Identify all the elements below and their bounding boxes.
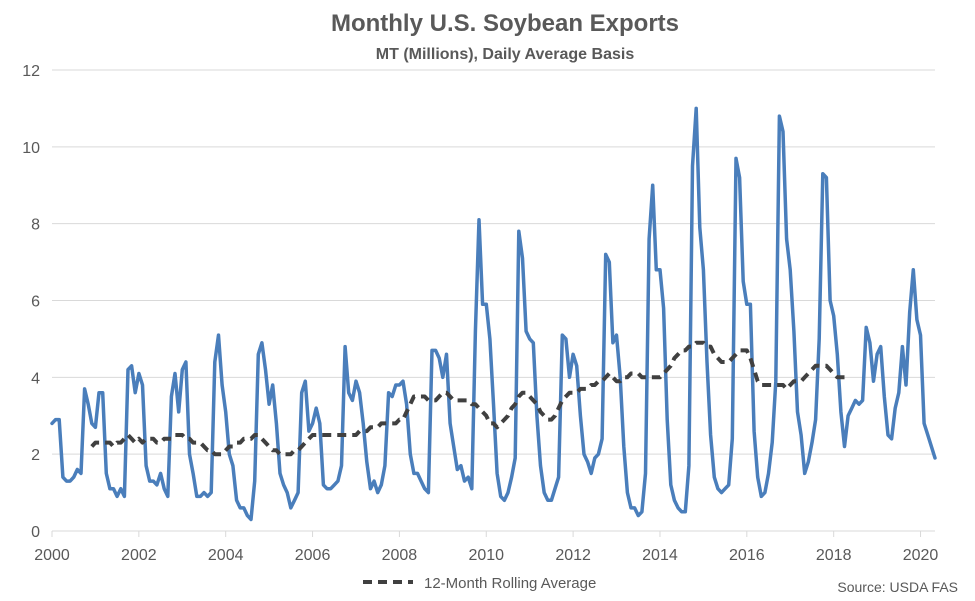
x-tick-label: 2016 [729, 547, 765, 564]
x-tick-label: 2006 [295, 547, 331, 564]
x-tick-label: 2000 [34, 547, 70, 564]
legend-rolling-average-label: 12-Month Rolling Average [424, 575, 596, 592]
series-line-rolling-average [90, 340, 845, 457]
x-tick-label: 2018 [816, 547, 852, 564]
x-tick-label: 2002 [121, 547, 157, 564]
chart-subtitle: MT (Millions), Daily Average Basis [376, 46, 635, 63]
chart-title: Monthly U.S. Soybean Exports [331, 10, 679, 37]
series-line-monthly-exports [50, 106, 937, 522]
source-note: Source: USDA FAS [837, 579, 958, 595]
x-tick-label: 2008 [382, 547, 418, 564]
legend: 12-Month Rolling Average [363, 575, 596, 592]
y-tick-label: 10 [22, 140, 40, 157]
y-tick-label: 4 [31, 370, 40, 387]
x-tick-label: 2012 [555, 547, 591, 564]
y-tick-label: 6 [31, 294, 40, 311]
x-tick-label: 2010 [468, 547, 504, 564]
y-tick-label: 2 [31, 447, 40, 464]
x-tick-label: 2004 [208, 547, 244, 564]
x-tick-label: 2014 [642, 547, 678, 564]
y-tick-label: 12 [22, 63, 40, 80]
x-tick-label: 2020 [903, 547, 939, 564]
y-tick-label: 8 [31, 217, 40, 234]
y-tick-label: 0 [31, 524, 40, 541]
